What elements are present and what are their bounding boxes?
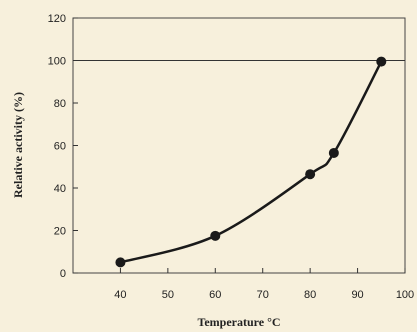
data-point (376, 56, 387, 67)
data-point (210, 230, 221, 241)
y-axis-title: Relative activity (%) (11, 92, 25, 198)
data-point (115, 257, 126, 268)
y-tick-label: 80 (54, 98, 66, 110)
y-tick-label: 40 (54, 183, 66, 195)
x-tick-label: 40 (114, 289, 126, 301)
x-axis: 40 50 60 70 80 90 100 (114, 268, 414, 301)
y-tick-label: 60 (54, 141, 66, 153)
data-point (305, 169, 316, 180)
series-line (120, 60, 383, 264)
x-axis-title: Temperature °C (197, 315, 280, 329)
y-tick-label: 100 (48, 56, 66, 68)
series-group (115, 56, 387, 268)
data-point (328, 147, 339, 158)
y-tick-label: 20 (54, 226, 66, 238)
x-tick-label: 80 (304, 289, 316, 301)
y-tick-label: 0 (60, 268, 66, 280)
y-tick-label: 120 (48, 13, 66, 25)
x-tick-label: 90 (351, 289, 363, 301)
x-tick-label: 70 (257, 289, 269, 301)
x-tick-label: 60 (209, 289, 221, 301)
x-tick-label: 50 (162, 289, 174, 301)
x-tick-label: 100 (396, 289, 414, 301)
plot-area (72, 17, 406, 274)
